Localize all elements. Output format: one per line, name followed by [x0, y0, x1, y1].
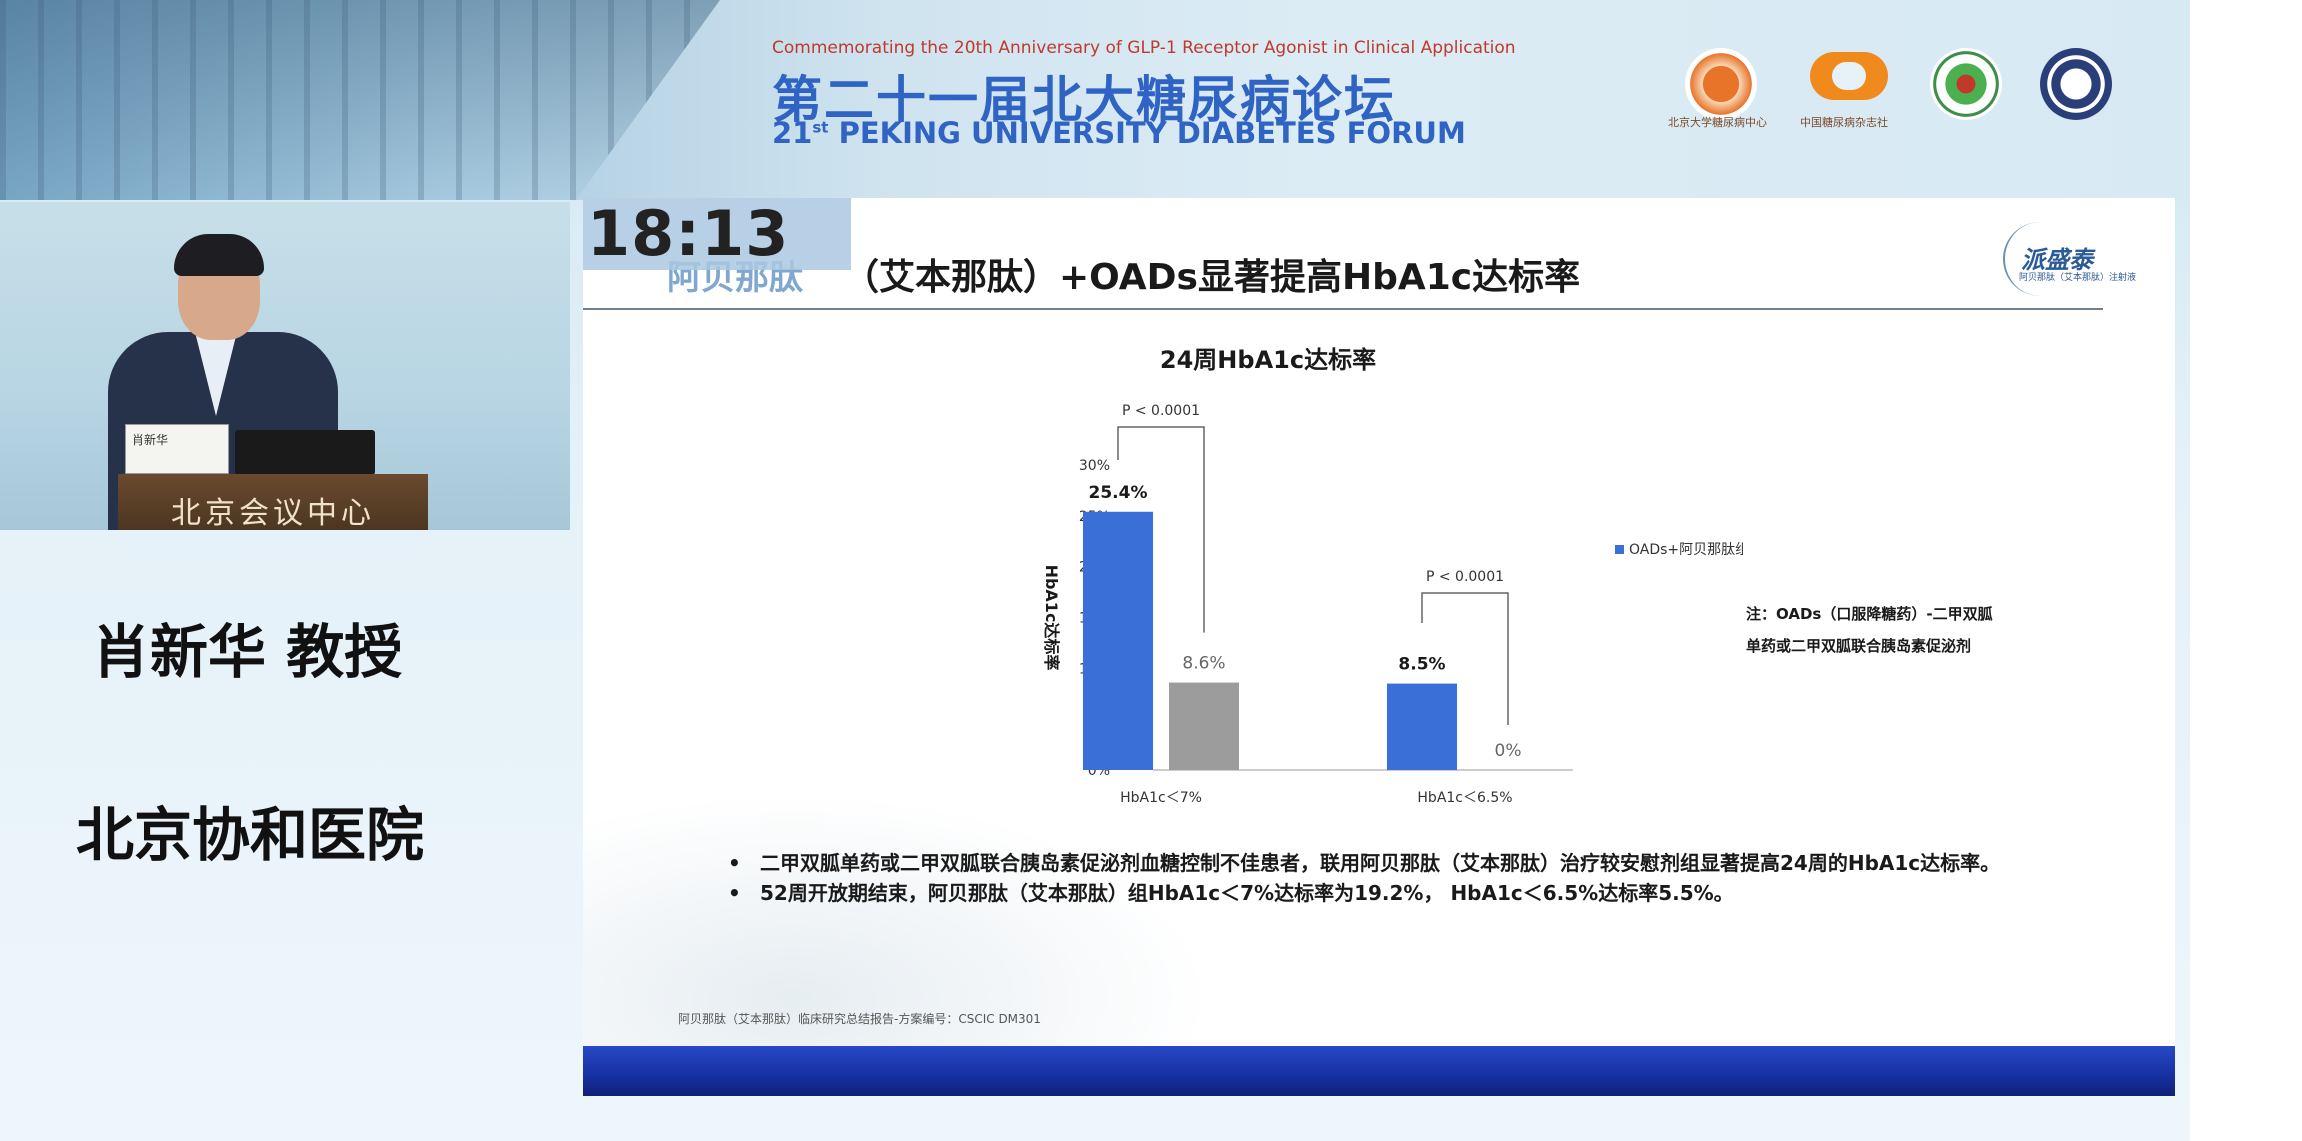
- x-tick-label: HbA1c＜7%: [1120, 790, 1202, 806]
- bottom-margin: [0, 1098, 2190, 1141]
- laptop-icon: [235, 430, 375, 475]
- y-tick-label: 30%: [1079, 458, 1110, 474]
- hba1c-bar-chart: 24周HbA1c达标率0%5%10%15%20%25%30%HbA1c达标率25…: [1042, 346, 1743, 806]
- bar-0-0: [1083, 511, 1153, 770]
- p-value-label: P < 0.0001: [1122, 403, 1200, 419]
- forum-banner: Commemorating the 20th Anniversary of GL…: [0, 0, 2190, 200]
- slide-bullets: 二甲双胍单药或二甲双胍联合胰岛素促泌剂血糖控制不佳患者，联用阿贝那肽（艾本那肽）…: [728, 848, 2008, 908]
- significance-bracket: [1117, 426, 1205, 633]
- logo-caption-2: 中国糖尿病杂志社: [1800, 116, 1888, 129]
- forum-title-cn: 第二十一届北大糖尿病论坛: [772, 71, 1396, 129]
- slide-background-wave: [583, 758, 1283, 1058]
- forum-title-en: 21st PEKING UNIVERSITY DIABETES FORUM: [772, 116, 1466, 150]
- logo-caption-1: 北京大学糖尿病中心: [1668, 116, 1767, 129]
- legend-swatch: [1615, 545, 1624, 554]
- right-margin: [2190, 0, 2302, 1141]
- p-value-label: P < 0.0001: [1426, 569, 1504, 585]
- data-label: 8.6%: [1182, 654, 1225, 674]
- bar-0-1: [1169, 682, 1239, 770]
- chart-title: 24周HbA1c达标率: [1160, 346, 1376, 374]
- brand-name: 派盛泰: [2021, 246, 2093, 274]
- chart-note: 注：OADs（口服降糖药）-二甲双胍 单药或二甲双胍联合胰岛素促泌剂: [1746, 598, 1993, 662]
- chart-note-line-2: 单药或二甲双胍联合胰岛素促泌剂: [1746, 637, 1972, 655]
- podium-text: 北京会议中心: [171, 496, 375, 530]
- speaker-video: 肖新华 北京会议中心: [0, 202, 570, 530]
- data-label: 0%: [1495, 741, 1522, 761]
- speaker-hair: [174, 234, 264, 276]
- clock-overlay: 18:13: [583, 198, 851, 270]
- pku-logo-icon: [1685, 48, 1757, 120]
- cdj-logo-icon: [1810, 52, 1888, 100]
- slide-reference: 阿贝那肽（艾本那肽）临床研究总结报告-方案编号：CSCIC DM301: [678, 1012, 1041, 1026]
- podium: 北京会议中心: [118, 474, 428, 530]
- slide-footer-bar: [583, 1046, 2175, 1096]
- presentation-slide: 阿贝那肽 18:13 （艾本那肽）+OADs显著提高HbA1c达标率 派盛泰 阿…: [583, 198, 2175, 1096]
- y-axis-label: HbA1c达标率: [1042, 565, 1061, 671]
- podium-name-card: 肖新华: [125, 424, 229, 474]
- x-tick-label: HbA1c＜6.5%: [1417, 790, 1512, 806]
- title-divider: [583, 308, 2103, 310]
- chart-note-line-1: 注：OADs（口服降糖药）-二甲双胍: [1746, 605, 1993, 623]
- slide-title: （艾本那肽）+OADs显著提高HbA1c达标率: [843, 257, 1581, 298]
- brand-logo: 派盛泰 阿贝那肽（艾本那肽）注射液: [2003, 222, 2143, 296]
- data-label: 8.5%: [1398, 655, 1445, 675]
- significance-bracket: [1421, 592, 1509, 725]
- brand-subtitle: 阿贝那肽（艾本那肽）注射液: [2019, 273, 2137, 283]
- speaker-organization: 北京协和医院: [76, 801, 425, 869]
- forum-subtitle-en: Commemorating the 20th Anniversary of GL…: [772, 38, 1516, 58]
- bar-1-0: [1387, 683, 1457, 770]
- banner-building-image: [0, 0, 720, 200]
- legend-label: OADs+阿贝那肽组: [1629, 542, 1743, 558]
- bullet-item-2: 52周开放期结束，阿贝那肽（艾本那肽）组HbA1c＜7%达标率为19.2%， H…: [728, 878, 2008, 908]
- institute-logo-icon: [2040, 48, 2112, 120]
- association-logo-icon: [1930, 48, 2002, 120]
- speaker-name: 肖新华 教授: [92, 618, 403, 686]
- data-label: 25.4%: [1089, 483, 1148, 503]
- bullet-item-1: 二甲双胍单药或二甲双胍联合胰岛素促泌剂血糖控制不佳患者，联用阿贝那肽（艾本那肽）…: [728, 848, 2008, 878]
